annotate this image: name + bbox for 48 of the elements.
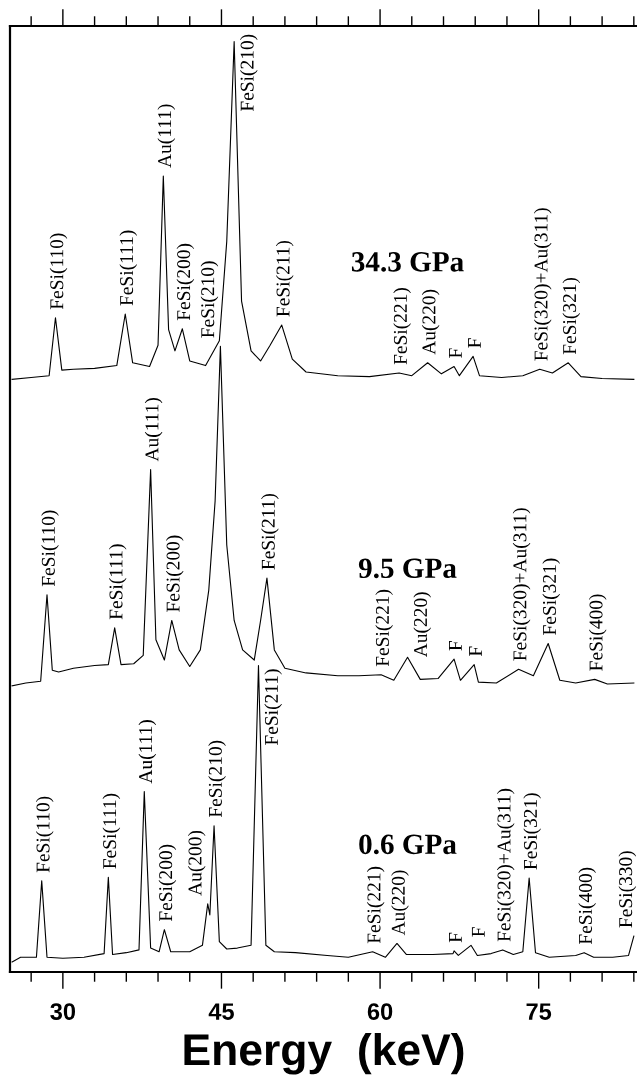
annotation: FeSi(330) <box>618 851 637 928</box>
annotation: FeSi(210) <box>208 740 226 818</box>
x-tick-label: 75 <box>526 1003 552 1020</box>
annotation: FeSi(210) <box>200 261 219 338</box>
annotation: FeSi(221) <box>393 288 411 365</box>
annotation: F <box>449 641 462 651</box>
annotation: FeSi(210) <box>239 34 258 112</box>
annotation: FeSi(111) <box>119 230 138 306</box>
annotation: FeSi(321) <box>523 793 541 870</box>
annotation: FeSi(110) <box>41 510 59 587</box>
annotation: FeSi(200) <box>165 535 184 612</box>
x-tick-label: 45 <box>208 1003 234 1020</box>
annotation: FeSi(400) <box>588 594 607 671</box>
annotation: FeSi(320)+Au(311) <box>533 208 552 361</box>
x-axis-title: Energy (keV) <box>184 1032 464 1075</box>
annotation: Au(200) <box>187 830 206 896</box>
annotation: FeSi(111) <box>102 793 121 869</box>
annotation: F <box>449 932 462 943</box>
annotation: FeSi(400) <box>578 867 596 945</box>
annotation: FeSi(321) <box>562 277 581 355</box>
annotation: FeSi(221) <box>366 866 385 944</box>
annotation: FeSi(320)+Au(311) <box>496 788 515 942</box>
x-tick-label: 30 <box>50 1003 76 1020</box>
x-tick-label: 60 <box>367 1003 393 1020</box>
text: 0.6 GPa <box>359 834 457 855</box>
annotation: FeSi(321) <box>542 558 560 635</box>
annotation: Au(220) <box>421 289 440 355</box>
annotation: FeSi(110) <box>35 796 54 873</box>
annotation: Au(111) <box>144 397 163 462</box>
text: 9.5 GPa <box>358 558 457 579</box>
annotation: F <box>468 338 481 348</box>
annotation: FeSi(110) <box>49 233 68 310</box>
annotation: FeSi(211) <box>264 669 282 745</box>
annotation: FeSi(211) <box>261 493 279 570</box>
annotation: FeSi(211) <box>275 240 294 317</box>
text: 34.3 GPa <box>351 252 464 272</box>
annotation: FeSi(111) <box>108 544 127 620</box>
annotation: Au(111) <box>157 104 176 168</box>
annotation: FeSi(221) <box>375 589 393 667</box>
annotation: FeSi(200) <box>176 243 195 321</box>
annotation: Au(111) <box>138 720 157 784</box>
annotation: FeSi(320)+Au(311) <box>512 508 531 661</box>
annotation: Au(220) <box>413 592 432 658</box>
annotation: Au(220) <box>391 870 409 936</box>
annotation: FeSi(200) <box>158 844 177 922</box>
annotation: F <box>471 927 485 937</box>
annotation: F <box>469 646 482 657</box>
annotation: F <box>449 348 462 358</box>
